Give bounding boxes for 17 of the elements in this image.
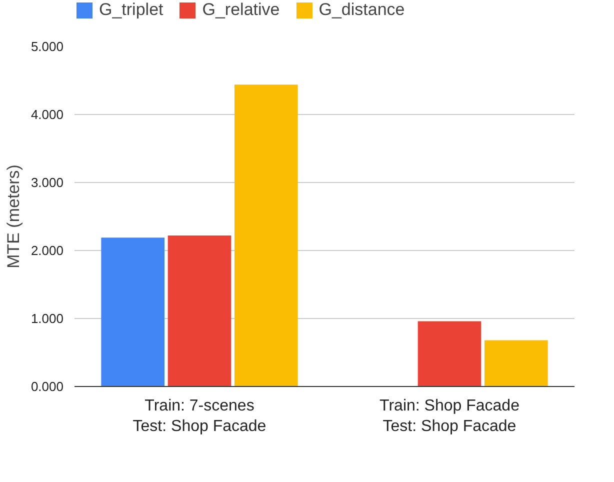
legend-label: G_triplet bbox=[99, 0, 164, 20]
bar bbox=[168, 236, 232, 386]
y-tick-label: 2.000 bbox=[30, 243, 64, 258]
bar bbox=[484, 340, 548, 386]
bar bbox=[234, 84, 298, 386]
x-tick-label: Train: 7-scenes Test: Shop Facade bbox=[132, 398, 266, 435]
bar bbox=[101, 238, 164, 386]
y-tick-label: 5.000 bbox=[30, 39, 64, 54]
y-tick-label: 3.000 bbox=[30, 175, 64, 190]
legend-label: G_distance bbox=[318, 0, 405, 20]
y-tick-label: 1.000 bbox=[30, 311, 64, 326]
legend-label: G_relative bbox=[202, 0, 280, 20]
x-tick-label: Train: Shop Facade Test: Shop Facade bbox=[380, 398, 520, 435]
y-axis-title: MTE (meters) bbox=[4, 164, 23, 268]
y-tick-label: 0.000 bbox=[30, 379, 64, 394]
y-tick-label: 4.000 bbox=[30, 107, 64, 122]
bar bbox=[418, 321, 482, 386]
